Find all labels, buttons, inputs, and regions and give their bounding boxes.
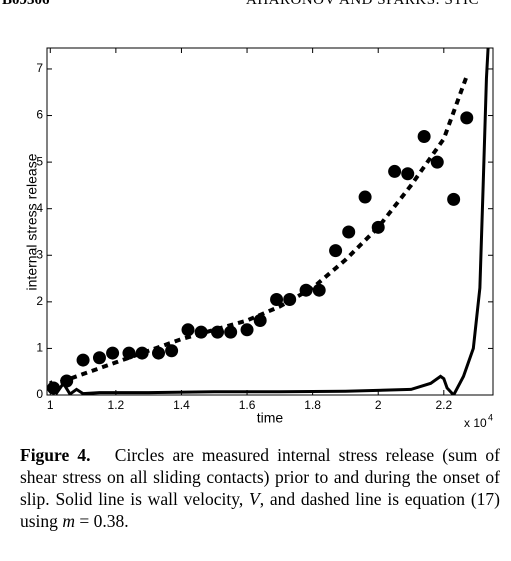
data-point	[401, 167, 415, 181]
caption-var: V	[249, 489, 260, 509]
data-point	[460, 111, 474, 125]
y-tick-label: 2	[36, 294, 43, 308]
data-point	[181, 323, 195, 337]
x-tick-label: 1.8	[304, 398, 321, 412]
y-tick-label: 4	[36, 201, 43, 215]
x-tick-label: 1	[47, 398, 54, 412]
data-point	[92, 351, 106, 365]
header-left: B09306	[2, 0, 50, 8]
x-tick-label: 2.2	[435, 398, 452, 412]
y-tick-label: 6	[36, 108, 43, 122]
y-tick-label: 1	[36, 341, 43, 355]
header-right: AHARONOV AND SPARKS: STIC	[246, 0, 479, 8]
caption-text: Circles are measured internal stress rel…	[20, 445, 500, 509]
data-point	[106, 346, 120, 360]
chart: internal stress release time x 10 4 1 1.2…	[24, 47, 494, 430]
data-point	[253, 313, 267, 327]
caption-text: = 0.38.	[74, 511, 129, 531]
data-point	[447, 192, 461, 206]
y-tick-label: 3	[36, 247, 43, 261]
x-axis-label: time	[257, 410, 284, 426]
caption-label: Figure 4.	[20, 445, 91, 465]
x-tick-label: 1.4	[173, 398, 190, 412]
x-tick-label: 1.2	[108, 398, 125, 412]
data-point	[270, 293, 284, 307]
x-tick-label: 1.6	[239, 398, 256, 412]
data-point	[224, 325, 238, 339]
plot-area	[47, 48, 490, 395]
solid-line	[48, 48, 490, 395]
caption-var: m	[62, 511, 75, 531]
data-point	[342, 225, 356, 239]
data-point	[312, 283, 326, 297]
y-tick-label: 5	[36, 154, 43, 168]
data-point	[329, 244, 343, 258]
data-point	[240, 323, 254, 337]
data-point	[417, 129, 431, 143]
caption: Figure 4. Circles are measured internal …	[20, 444, 500, 532]
caption-text: , and dashed line is equation (17) using	[20, 489, 500, 531]
x-tick-label: 2	[375, 398, 382, 412]
plot-frame	[46, 47, 494, 396]
dashed-line	[49, 75, 469, 388]
x-multiplier-exp: 4	[488, 412, 493, 422]
y-tick-label: 7	[36, 61, 43, 75]
data-point	[358, 190, 372, 204]
data-point	[388, 164, 402, 178]
data-point	[430, 155, 444, 169]
y-axis-label: internal stress release	[24, 153, 40, 290]
data-point	[165, 344, 179, 358]
data-point	[122, 346, 136, 360]
x-multiplier: x 10	[464, 416, 487, 430]
y-tick-label: 0	[36, 387, 43, 401]
data-point	[76, 353, 90, 367]
